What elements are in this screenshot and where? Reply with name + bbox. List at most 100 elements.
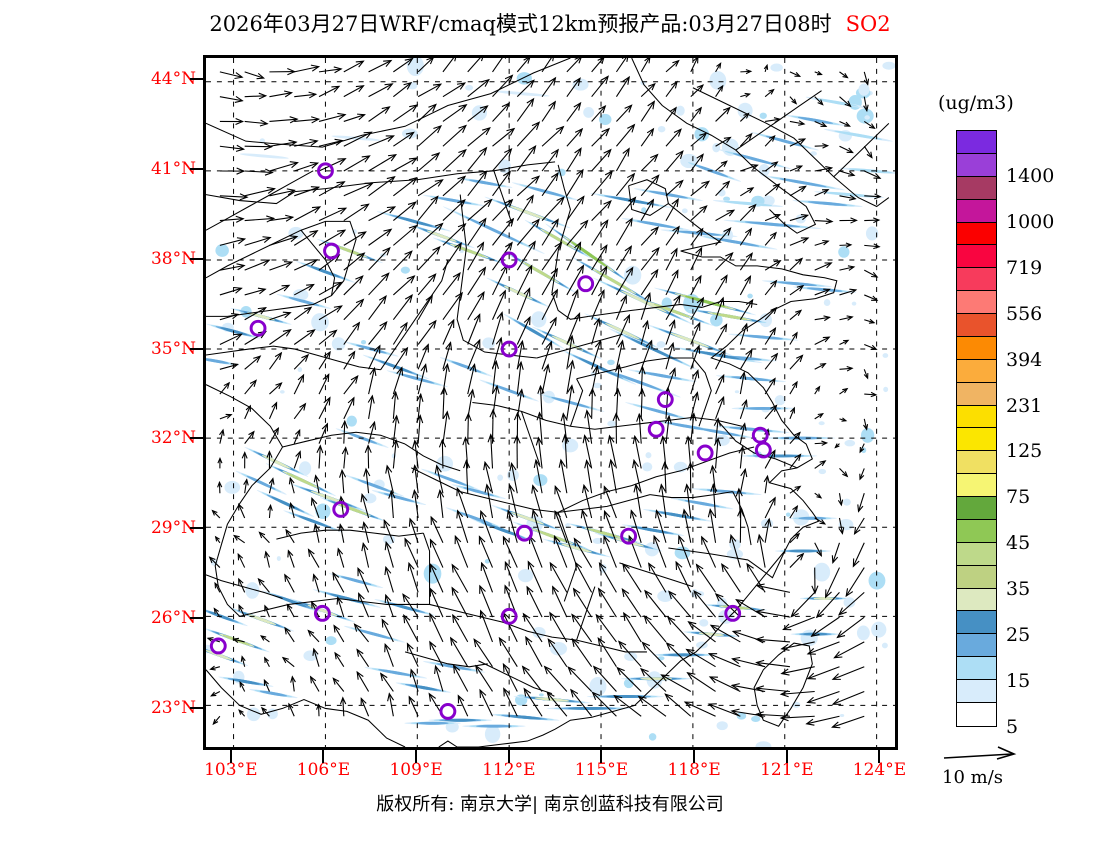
lat-tick-label-35: 35°N [150, 338, 196, 359]
city-marker[interactable] [500, 251, 518, 269]
city-marker[interactable] [724, 604, 742, 622]
wind-arrow [467, 362, 477, 395]
concentration-contour-band [379, 360, 413, 374]
city-marker[interactable] [577, 275, 595, 293]
wind-arrow [655, 509, 667, 543]
colorbar-gradient[interactable] [956, 130, 997, 727]
city-marker[interactable] [500, 340, 518, 358]
wind-arrow [516, 315, 531, 345]
wind-arrow [859, 468, 865, 481]
wind-arrow [566, 168, 584, 197]
concentration-contour-band [712, 312, 748, 320]
wind-arrow [442, 103, 468, 122]
city-marker-group[interactable] [209, 162, 772, 720]
wind-arrow [660, 674, 692, 692]
city-marker[interactable] [332, 500, 350, 518]
wind-arrow [640, 198, 655, 221]
wind-arrow [219, 96, 244, 103]
colorbar-cell-24 [957, 680, 996, 703]
wind-arrow [516, 145, 537, 172]
wind-arrow [739, 422, 747, 444]
concentration-contour-band [357, 479, 392, 492]
concentration-speckle [699, 619, 709, 627]
wind-arrow [442, 222, 467, 246]
colorbar-cell-2 [957, 176, 996, 200]
wind-arrow [368, 153, 398, 172]
concentration-contour-band [611, 196, 653, 205]
wind-arrow [638, 365, 646, 395]
concentration-speckle [734, 390, 740, 394]
wind-arrow [513, 434, 521, 469]
concentration-speckle [709, 71, 727, 90]
wind-arrow [612, 412, 620, 444]
wind-arrow [591, 691, 617, 717]
wind-arrow [284, 626, 295, 643]
wind-arrow [789, 237, 810, 246]
city-marker[interactable] [620, 527, 638, 545]
city-marker[interactable] [696, 444, 714, 462]
wind-arrow [814, 166, 834, 173]
wind-arrow [839, 194, 857, 201]
colorbar-tick-1400: 1400 [1006, 164, 1055, 187]
concentration-speckle [760, 518, 774, 529]
city-marker[interactable] [656, 391, 674, 408]
wind-arrow [640, 82, 656, 98]
city-marker[interactable] [249, 319, 267, 337]
city-marker[interactable] [317, 162, 334, 180]
city-marker[interactable] [439, 702, 457, 720]
wind-arrow [729, 533, 741, 568]
boundary-line [747, 550, 786, 579]
wind-arrow [607, 434, 617, 469]
city-marker[interactable] [323, 242, 340, 260]
wind-arrow [442, 341, 453, 370]
city-marker[interactable] [313, 604, 331, 622]
city-marker[interactable] [500, 607, 518, 625]
city-marker[interactable] [647, 420, 665, 438]
concentration-contour-band [684, 500, 720, 507]
concentration-speckle [303, 650, 318, 662]
wind-arrow [523, 687, 543, 717]
wind-arrow [492, 289, 506, 320]
wind-arrow [859, 443, 865, 454]
wind-arrow [665, 225, 680, 246]
forecast-map[interactable] [203, 55, 898, 750]
wind-arrow [864, 391, 878, 398]
wind-arrow [667, 616, 692, 643]
city-marker[interactable] [209, 637, 227, 655]
city-marker[interactable] [754, 441, 772, 459]
concentration-contour-band [335, 245, 364, 257]
wind-arrow [622, 562, 642, 593]
wind-arrow [623, 611, 642, 643]
concentration-speckle [818, 468, 827, 475]
wind-arrow [492, 58, 507, 73]
boundary-line [410, 467, 651, 513]
wind-arrow [616, 104, 633, 122]
concentration-speckle [843, 597, 856, 608]
city-marker[interactable] [516, 524, 533, 542]
concentration-speckle [871, 621, 887, 638]
wind-arrow [442, 272, 461, 296]
wind-arrow [339, 696, 347, 717]
wind-arrow [361, 542, 370, 568]
concentration-contour-band [288, 297, 320, 306]
wind-arrow [546, 691, 568, 717]
colorbar-cell-18 [957, 542, 996, 566]
lat-tick-mark [190, 167, 203, 170]
wind-arrow [814, 412, 824, 420]
wind-arrow [467, 290, 485, 320]
concentration-speckle [363, 493, 377, 504]
wind-arrow [238, 603, 246, 618]
wind-arrow [429, 612, 444, 643]
colorbar-cell-7 [957, 291, 996, 314]
wind-arrow [214, 535, 221, 544]
wind-arrow [491, 359, 499, 395]
wind-arrow [294, 138, 319, 147]
wind-arrow [715, 395, 725, 420]
wind-arrow [286, 603, 295, 618]
concentration-contour-band [744, 221, 801, 228]
wind-arrow [764, 213, 782, 222]
wind-arrow [318, 85, 341, 98]
wind-arrow [746, 562, 766, 593]
wind-arrow [709, 624, 741, 643]
wind-arrow [213, 607, 221, 618]
